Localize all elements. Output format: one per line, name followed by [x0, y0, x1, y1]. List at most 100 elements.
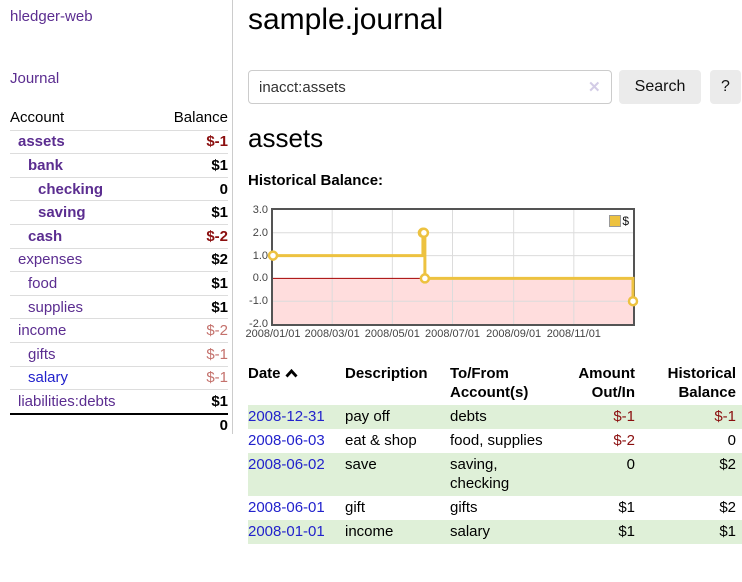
transaction-accounts: gifts	[450, 499, 478, 516]
chart-canvas	[267, 210, 639, 324]
transaction-amount: 0	[626, 456, 635, 473]
account-balance: $1	[211, 298, 228, 316]
account-link[interactable]: income	[18, 322, 67, 340]
transaction-date-link[interactable]: 2008-06-02	[248, 456, 325, 473]
account-row-food: food $1	[10, 271, 228, 295]
accounts-total-value: 0	[219, 417, 228, 435]
account-link[interactable]: salary	[28, 369, 69, 387]
account-link[interactable]: expenses	[18, 251, 83, 269]
account-balance: $-1	[206, 345, 228, 363]
sidebar-item-journal[interactable]: Journal	[10, 70, 60, 87]
legend-swatch	[609, 215, 622, 227]
transaction-row: 2008-06-01 gift gifts $1 $2	[248, 496, 742, 520]
search-input[interactable]	[248, 70, 612, 104]
column-header-tofrom: To/From Account(s)	[450, 365, 529, 401]
accounts-total-row: 0	[10, 412, 228, 437]
account-balance: $1	[211, 156, 228, 174]
transaction-balance: $1	[719, 523, 736, 540]
accounts-table-header: Account Balance	[10, 106, 228, 130]
account-row-income: income $-2	[10, 318, 228, 342]
transaction-row: 2008-06-02 save saving, checking 0 $2	[248, 453, 742, 496]
y-axis-tick: 1.0	[252, 249, 268, 262]
transaction-date-link[interactable]: 2008-12-31	[248, 408, 325, 425]
account-balance: $-1	[206, 133, 228, 151]
transaction-description: income	[345, 523, 394, 540]
y-axis-tick: 3.0	[252, 204, 268, 216]
account-row-supplies: supplies $1	[10, 294, 228, 319]
transaction-description: gift	[345, 499, 366, 516]
y-axis-tick: 0.0	[252, 272, 268, 285]
account-row-gifts: gifts $-1	[10, 341, 228, 366]
transaction-balance: $2	[719, 456, 736, 473]
transaction-date-link[interactable]: 2008-06-03	[248, 432, 325, 449]
account-link[interactable]: food	[28, 274, 58, 292]
column-header-amount: Amount Out/In	[578, 365, 635, 401]
x-axis-tick: 2008/11/01	[546, 328, 601, 340]
transaction-balance: $-1	[714, 408, 736, 425]
search-button[interactable]: Search	[619, 70, 701, 104]
transaction-amount: $1	[618, 499, 635, 516]
page-title: sample.journal	[248, 3, 444, 36]
transaction-description: pay off	[345, 408, 390, 425]
y-axis-tick: -1.0	[249, 295, 268, 308]
account-balance: 0	[219, 180, 228, 198]
account-row-liabilities-debts: liabilities:debts $1	[10, 389, 228, 413]
transaction-accounts: debts	[450, 408, 487, 425]
chart-legend: $	[609, 214, 629, 228]
register-table: Date Description To/From Account(s) Amount Ou…	[248, 362, 742, 544]
sort-ascending-icon	[284, 368, 298, 378]
x-axis-tick: 2008/09/01	[486, 328, 542, 340]
transaction-accounts: food, supplies	[450, 432, 543, 449]
account-row-cash: cash $-2	[10, 223, 228, 248]
account-link[interactable]: supplies	[28, 298, 84, 316]
account-row-bank: bank $1	[10, 153, 228, 177]
account-balance: $-2	[206, 227, 228, 245]
transaction-amount: $-2	[613, 432, 635, 449]
x-axis-tick: 2008/07/01	[424, 328, 481, 340]
x-axis-tick: 2008/03/01	[304, 328, 360, 340]
chart-plot-area: $	[267, 208, 639, 326]
transaction-row: 2008-12-31 pay off debts $-1 $-1	[248, 405, 742, 429]
main-content: sample.journal ✕ Search ? assets Histori…	[245, 0, 742, 582]
account-balance: $-2	[206, 322, 228, 340]
app-brand-link[interactable]: hledger-web	[10, 8, 93, 25]
sidebar: hledger-web Journal Account Balance asse…	[0, 0, 233, 434]
account-link[interactable]: bank	[28, 156, 64, 174]
transaction-row: 2008-01-01 income salary $1 $1	[248, 520, 742, 544]
transaction-description: save	[345, 456, 377, 473]
transaction-balance: $2	[719, 499, 736, 516]
historical-balance-chart: 3.0 2.0 1.0 0.0 -1.0 -2.0 $ 2008/01/01 2008/03…	[245, 200, 742, 344]
transaction-accounts: salary	[450, 523, 491, 540]
x-axis-tick: 2008/01/01	[245, 328, 301, 340]
search-form: ✕ Search ?	[248, 70, 742, 104]
y-axis-tick: 2.0	[252, 226, 268, 239]
legend-label: $	[622, 214, 629, 228]
transaction-amount: $-1	[613, 408, 635, 425]
transaction-date-link[interactable]: 2008-06-01	[248, 499, 325, 516]
account-balance: $1	[211, 274, 228, 292]
transaction-row: 2008-06-03 eat & shop food, supplies $-2 0	[248, 429, 742, 453]
account-balance: $-1	[206, 369, 228, 387]
chart-section-label: Historical Balance:	[248, 172, 384, 189]
column-header-date[interactable]: Date	[248, 362, 345, 405]
account-balance: $2	[211, 251, 228, 269]
account-row-checking: checking 0	[10, 176, 228, 201]
clear-search-icon[interactable]: ✕	[588, 79, 601, 96]
column-header-description: Description	[345, 365, 428, 382]
account-link[interactable]: saving	[38, 204, 86, 222]
account-row-saving: saving $1	[10, 200, 228, 224]
account-link[interactable]: cash	[28, 227, 63, 245]
x-axis-tick: 2008/05/01	[364, 328, 420, 340]
account-link[interactable]: liabilities:debts	[18, 392, 116, 410]
transaction-balance: 0	[727, 432, 736, 449]
account-link[interactable]: assets	[18, 133, 65, 151]
transaction-accounts: saving, checking	[450, 456, 510, 492]
column-header-historical: Historical Balance	[667, 365, 736, 401]
balance-column-header: Balance	[173, 109, 228, 127]
account-link[interactable]: checking	[38, 180, 104, 198]
account-row-salary: salary $-1	[10, 365, 228, 390]
account-balance: $1	[211, 392, 228, 410]
help-button[interactable]: ?	[710, 70, 741, 104]
account-link[interactable]: gifts	[28, 345, 56, 363]
transaction-date-link[interactable]: 2008-01-01	[248, 523, 325, 540]
